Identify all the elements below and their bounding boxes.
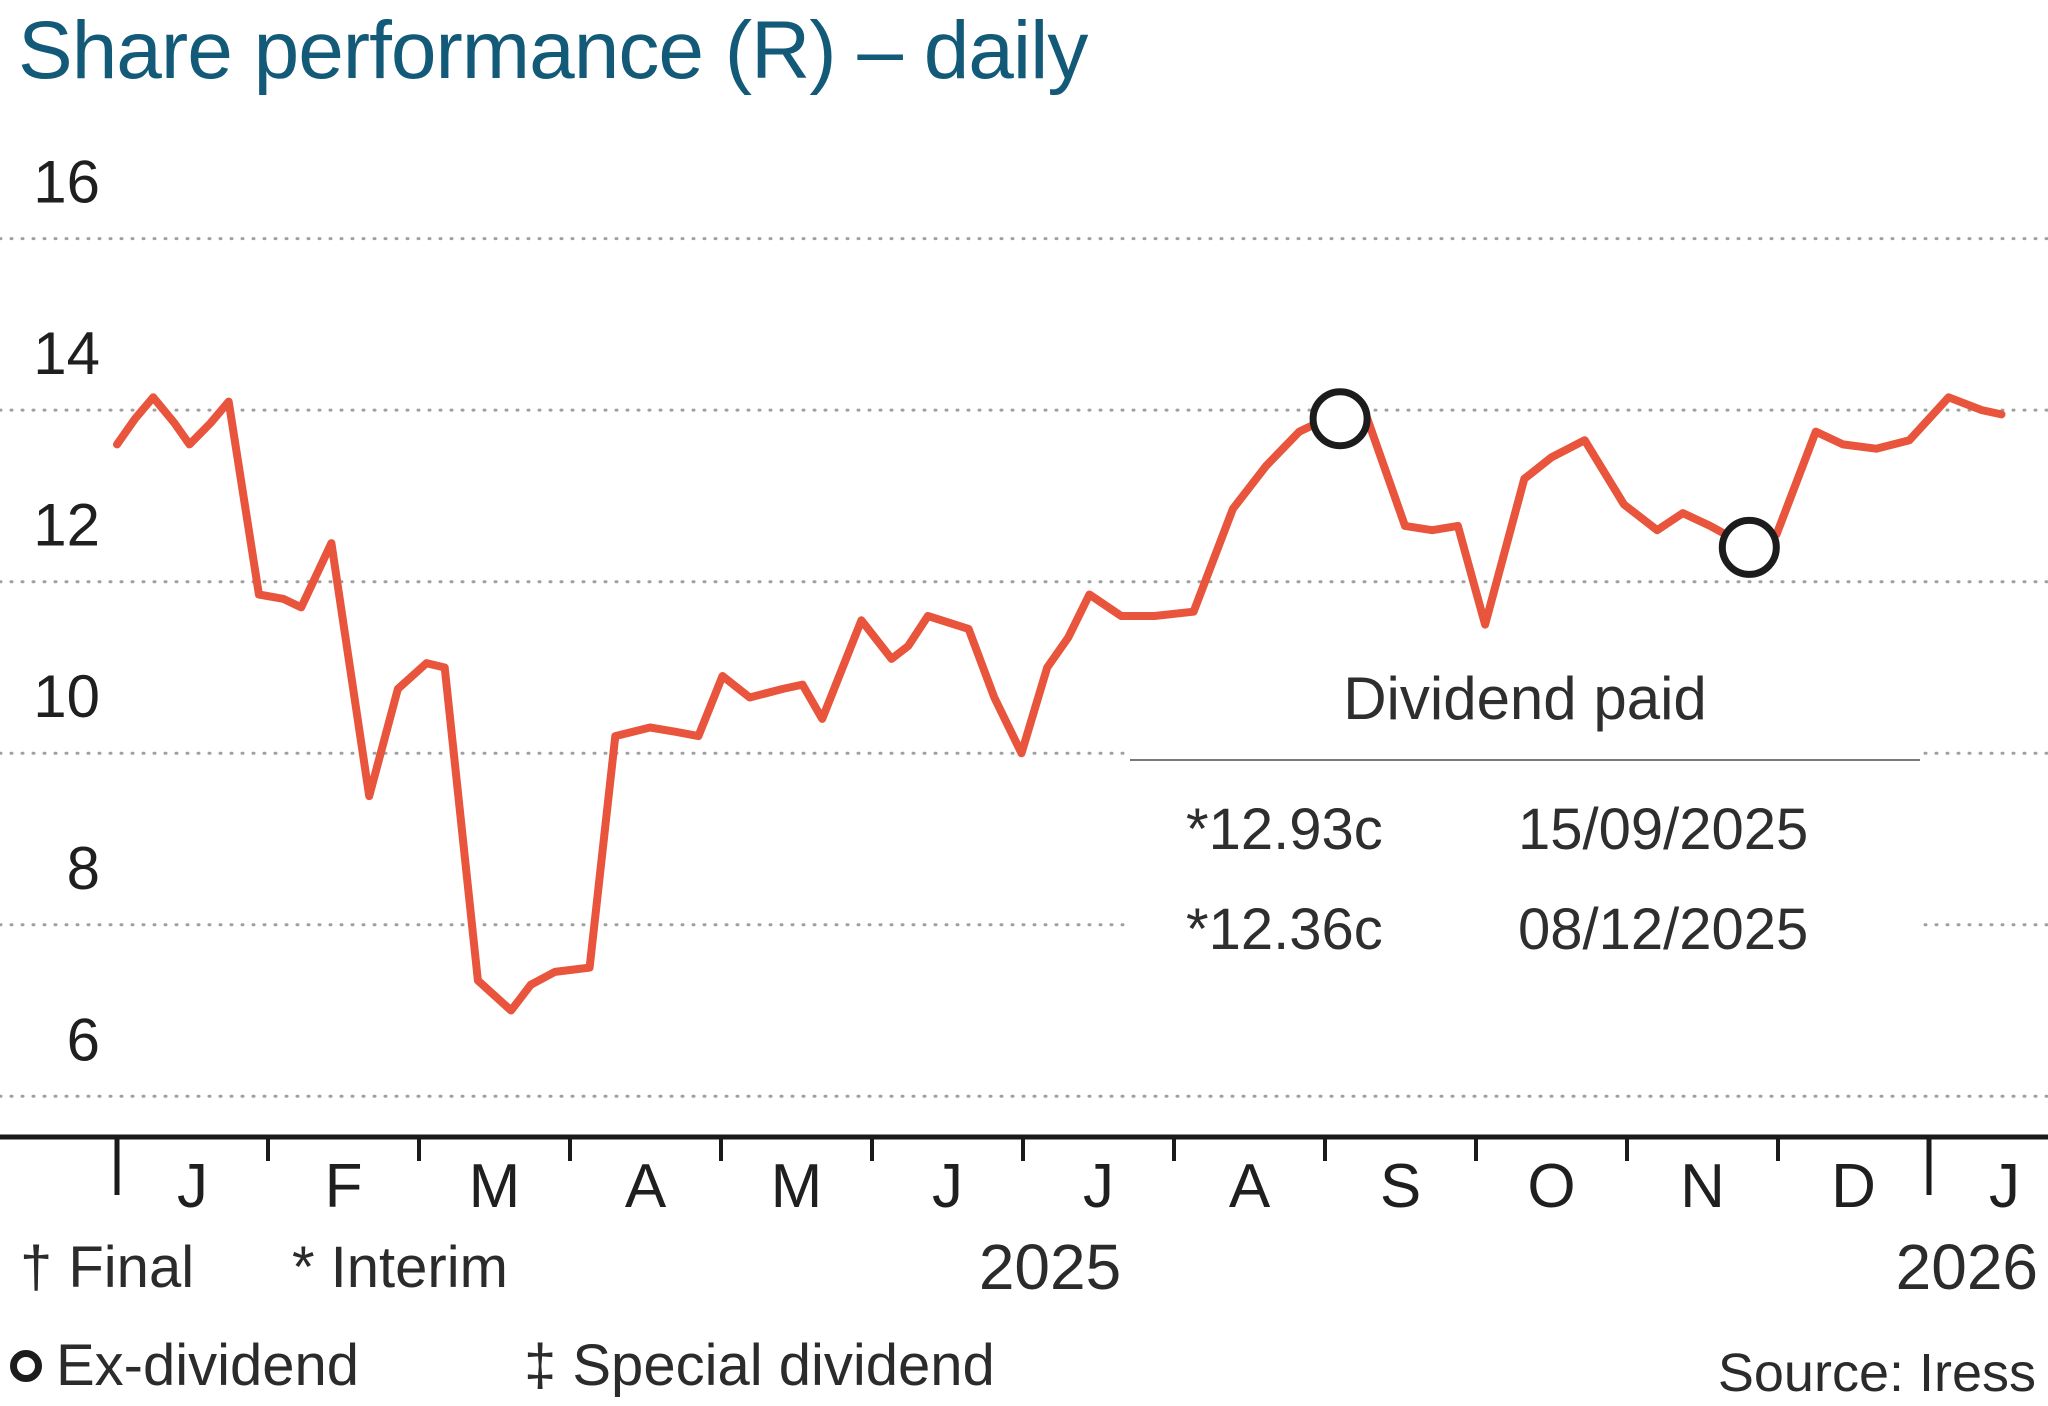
ex-dividend-marker: [1718, 516, 1780, 578]
month-label: J: [177, 1152, 208, 1221]
dividend-paid-heading: Dividend paid: [1130, 664, 1920, 761]
chart-title: Share performance (R) – daily: [18, 5, 1088, 96]
dividend-date: 08/12/2025: [1518, 896, 1809, 962]
ex-dividend-marker: [1309, 388, 1371, 450]
legend-final: † Final: [20, 1235, 195, 1300]
month-label: O: [1527, 1152, 1575, 1221]
legend-special-dividend: ‡ Special dividend: [524, 1333, 995, 1398]
y-axis-label: 10: [33, 663, 100, 730]
month-label: F: [325, 1152, 363, 1221]
dividend-row: *12.93c 15/09/2025: [1186, 779, 1920, 879]
dividend-row: *12.36c 08/12/2025: [1186, 879, 1920, 979]
y-axis-label: 8: [67, 835, 100, 902]
month-label: A: [625, 1152, 667, 1221]
month-label: A: [1229, 1152, 1271, 1221]
y-axis-label: 16: [33, 149, 100, 216]
legend-interim: * Interim: [292, 1235, 508, 1300]
month-label: J: [1989, 1152, 2020, 1221]
dividend-rows: *12.93c 15/09/2025 *12.36c 08/12/2025: [1130, 761, 1920, 979]
price-line: [113, 393, 2006, 1015]
legend-ex-dividend-label: Ex-dividend: [56, 1333, 360, 1398]
year-label-2026: 2026: [1895, 1231, 2038, 1303]
legend-ex-dividend: Ex-dividend: [10, 1332, 359, 1399]
month-label: D: [1831, 1152, 1876, 1221]
y-axis-label: 14: [33, 320, 100, 387]
source-label: Source: Iress: [1717, 1343, 2036, 1403]
dividend-amount: *12.93c: [1186, 796, 1383, 862]
y-axis-label: 12: [33, 492, 100, 559]
month-label: J: [1083, 1152, 1114, 1221]
dividend-date: 15/09/2025: [1518, 796, 1809, 862]
month-label: S: [1380, 1152, 1421, 1221]
y-axis-label: 6: [67, 1006, 100, 1073]
dividend-amount: *12.36c: [1186, 896, 1383, 962]
dividend-paid-panel: Dividend paid *12.93c 15/09/2025 *12.36c…: [1130, 664, 1920, 979]
year-label-2025: 2025: [978, 1231, 1122, 1303]
month-label: N: [1680, 1152, 1725, 1221]
month-label: M: [771, 1152, 823, 1221]
month-label: J: [932, 1152, 963, 1221]
month-label: M: [469, 1152, 521, 1221]
ex-dividend-ring-icon: [10, 1349, 42, 1382]
